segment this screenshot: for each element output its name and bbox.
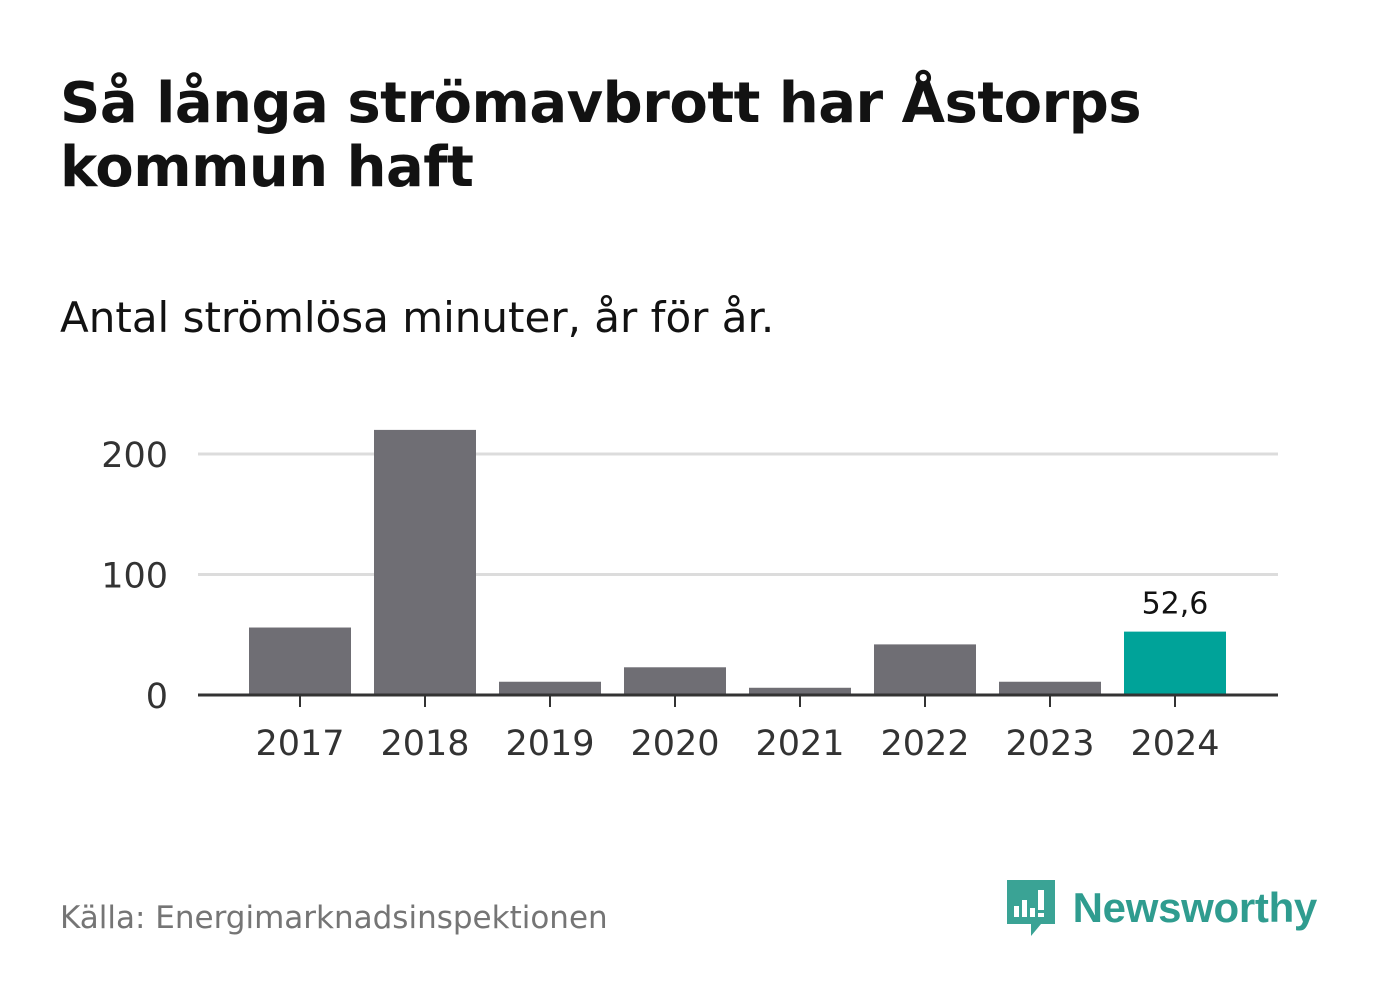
chart-title: Så långa strömavbrott har Åstorps kommun…	[60, 71, 1142, 200]
brand-name: Newsworthy	[1072, 884, 1318, 931]
x-tick-label-2024: 2024	[1130, 724, 1219, 764]
x-tick-label-2020: 2020	[630, 724, 719, 764]
x-tick-label-2017: 2017	[255, 724, 344, 764]
y-tick-label-200: 200	[101, 436, 168, 476]
x-tick-label-2021: 2021	[755, 724, 844, 764]
brand-logo: Newsworthy	[1005, 878, 1317, 938]
source-note: Källa: Energimarknadsinspektionen	[60, 900, 608, 936]
x-tick-label-2018: 2018	[380, 724, 469, 764]
x-tick-label-2019: 2019	[505, 724, 594, 764]
newsworthy-logo-icon	[1006, 880, 1055, 936]
bar-2024	[1124, 631, 1226, 695]
bar-2018	[374, 429, 476, 695]
bar-2021	[749, 687, 851, 695]
bar-2020	[624, 667, 726, 695]
data-label-2024: 52,6	[1142, 587, 1209, 622]
bar-2017	[249, 627, 351, 695]
y-tick-label-0: 0	[146, 677, 168, 717]
x-tick-label-2022: 2022	[880, 724, 969, 764]
chart-subtitle: Antal strömlösa minuter, år för år.	[60, 293, 775, 342]
x-tick-label-2023: 2023	[1005, 724, 1094, 764]
bar-2019	[499, 681, 601, 695]
bar-2023	[999, 681, 1101, 695]
bar-2022	[874, 644, 976, 695]
y-tick-label-100: 100	[101, 557, 168, 597]
